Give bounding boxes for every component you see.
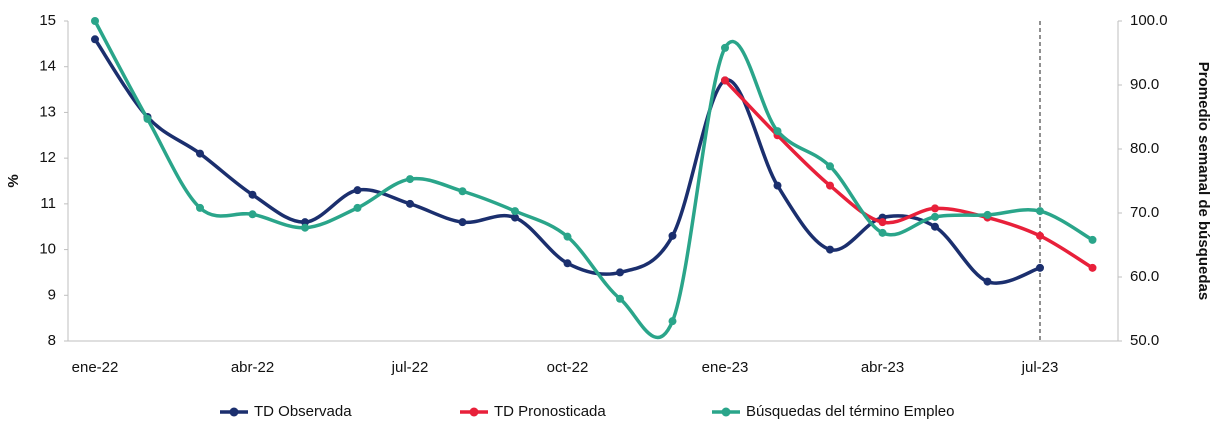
y-tick-label: 10	[39, 241, 56, 258]
series-point	[616, 268, 624, 277]
series-point	[1036, 231, 1044, 240]
series-point	[826, 162, 834, 171]
x-tick-label: oct-22	[547, 359, 589, 376]
y-tick-label: 12	[39, 149, 56, 166]
legend-label: TD Observada	[254, 403, 352, 420]
series-point	[143, 114, 152, 123]
x-tick-label: ene-22	[72, 359, 119, 376]
series-point	[248, 210, 257, 219]
legend-swatch-dot	[721, 407, 731, 417]
series-point	[668, 317, 677, 326]
series-point	[91, 35, 99, 44]
y2-tick-label: 100.0	[1130, 12, 1168, 29]
x-tick-label: abr-23	[861, 359, 904, 376]
y-axis-label: %	[5, 174, 22, 187]
series-point	[1036, 263, 1044, 272]
y-tick-label: 11	[40, 195, 56, 212]
y-tick-label: 15	[39, 12, 56, 29]
series-point	[196, 149, 204, 158]
y2-tick-label: 70.0	[1130, 204, 1159, 221]
series-point	[301, 223, 309, 232]
series-point	[1088, 235, 1097, 244]
series-point	[353, 203, 362, 212]
series-point	[983, 277, 992, 286]
series-point	[931, 212, 939, 221]
legend-swatch-dot	[229, 407, 239, 417]
y2-tick-label: 90.0	[1130, 76, 1159, 93]
y-tick-label: 8	[48, 332, 56, 349]
series-point	[983, 210, 992, 219]
series-point	[773, 127, 782, 136]
y-tick-label: 9	[48, 286, 56, 303]
y2-tick-label: 80.0	[1130, 140, 1159, 157]
y2-axis-label: Promedio semanal de búsquedas	[1195, 62, 1212, 300]
series-point	[563, 259, 572, 268]
series-point	[248, 190, 257, 199]
series-point	[511, 207, 519, 216]
series-line	[93, 38, 1041, 285]
series-point	[458, 218, 467, 227]
series-point	[196, 203, 204, 212]
legend-swatch-dot	[469, 407, 479, 417]
series-point	[826, 181, 834, 190]
x-tick-label: ene-23	[702, 359, 749, 376]
series-point	[91, 17, 99, 25]
series-point	[406, 175, 414, 184]
series-point	[616, 294, 624, 303]
series-point	[301, 218, 309, 227]
series-point	[1088, 263, 1097, 272]
series-point	[721, 76, 729, 85]
series-point	[406, 199, 414, 208]
series-point	[931, 222, 939, 231]
series-point	[511, 213, 519, 222]
series-point	[721, 43, 729, 52]
legend-label: Búsquedas del término Empleo	[746, 403, 954, 420]
y2-tick-label: 60.0	[1130, 268, 1159, 285]
series-point	[931, 204, 939, 213]
series-point	[878, 218, 887, 227]
legend-label: TD Pronosticada	[494, 403, 606, 420]
series-point	[668, 231, 677, 240]
series-point	[878, 228, 887, 237]
y-tick-label: 14	[39, 58, 56, 75]
series-line	[723, 79, 1094, 270]
series-point	[773, 181, 782, 190]
series-point	[1036, 207, 1044, 216]
series-point	[353, 186, 362, 195]
x-tick-label: jul-22	[391, 359, 429, 376]
x-tick-label: jul-23	[1021, 359, 1059, 376]
x-tick-label: abr-22	[231, 359, 274, 376]
y-tick-label: 13	[39, 103, 56, 120]
series-point	[563, 232, 572, 241]
y2-tick-label: 50.0	[1130, 332, 1159, 349]
series-point	[826, 245, 834, 254]
series-point	[458, 187, 467, 196]
series-line	[93, 20, 1094, 340]
